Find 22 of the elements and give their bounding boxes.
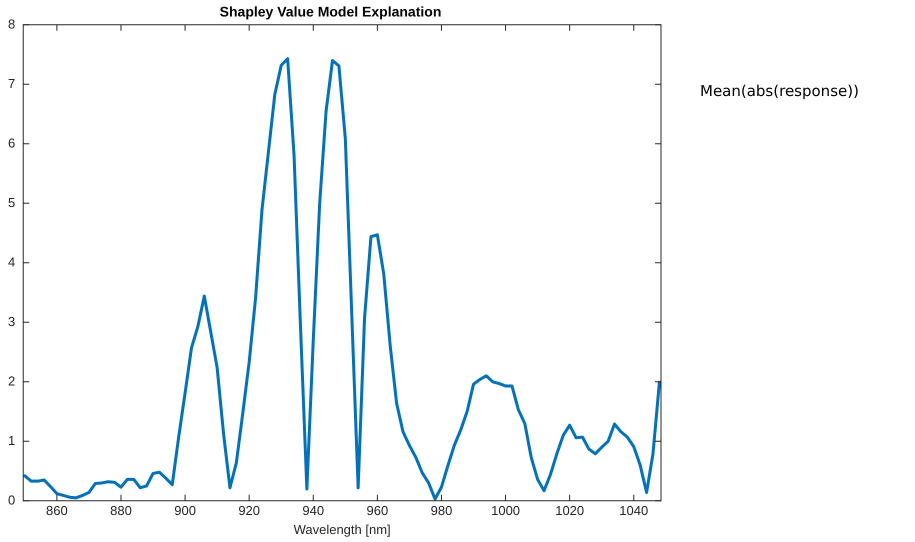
y-tick-label: 2 — [8, 373, 16, 388]
y-tick-label: 0 — [8, 492, 16, 508]
x-tick-label: 940 — [302, 503, 324, 518]
x-tick-label: 900 — [174, 503, 196, 518]
y-tick-label: 8 — [8, 16, 16, 32]
x-tick-label: 960 — [366, 503, 388, 518]
y-tick-label: 1 — [8, 432, 16, 448]
x-tick-label: 980 — [430, 503, 452, 518]
y-tick-label: 3 — [8, 314, 16, 329]
y-tick-label: 7 — [8, 76, 16, 91]
chart-title: Shapley Value Model Explanation — [220, 3, 442, 20]
x-tick-label: 1020 — [555, 503, 584, 518]
x-tick-label: 1000 — [491, 503, 520, 518]
y-tick-label: 6 — [8, 135, 16, 150]
text: Mean(abs(response)) — [700, 82, 859, 100]
x-tick-label: 1040 — [619, 503, 648, 518]
x-tick-label: 860 — [46, 503, 68, 518]
y-tick-label: 5 — [8, 194, 16, 210]
y-tick-label: 4 — [8, 254, 16, 270]
x-axis-title: Wavelength [nm] — [294, 522, 391, 537]
x-tick-label: 920 — [238, 503, 260, 518]
x-tick-label: 880 — [110, 503, 132, 518]
